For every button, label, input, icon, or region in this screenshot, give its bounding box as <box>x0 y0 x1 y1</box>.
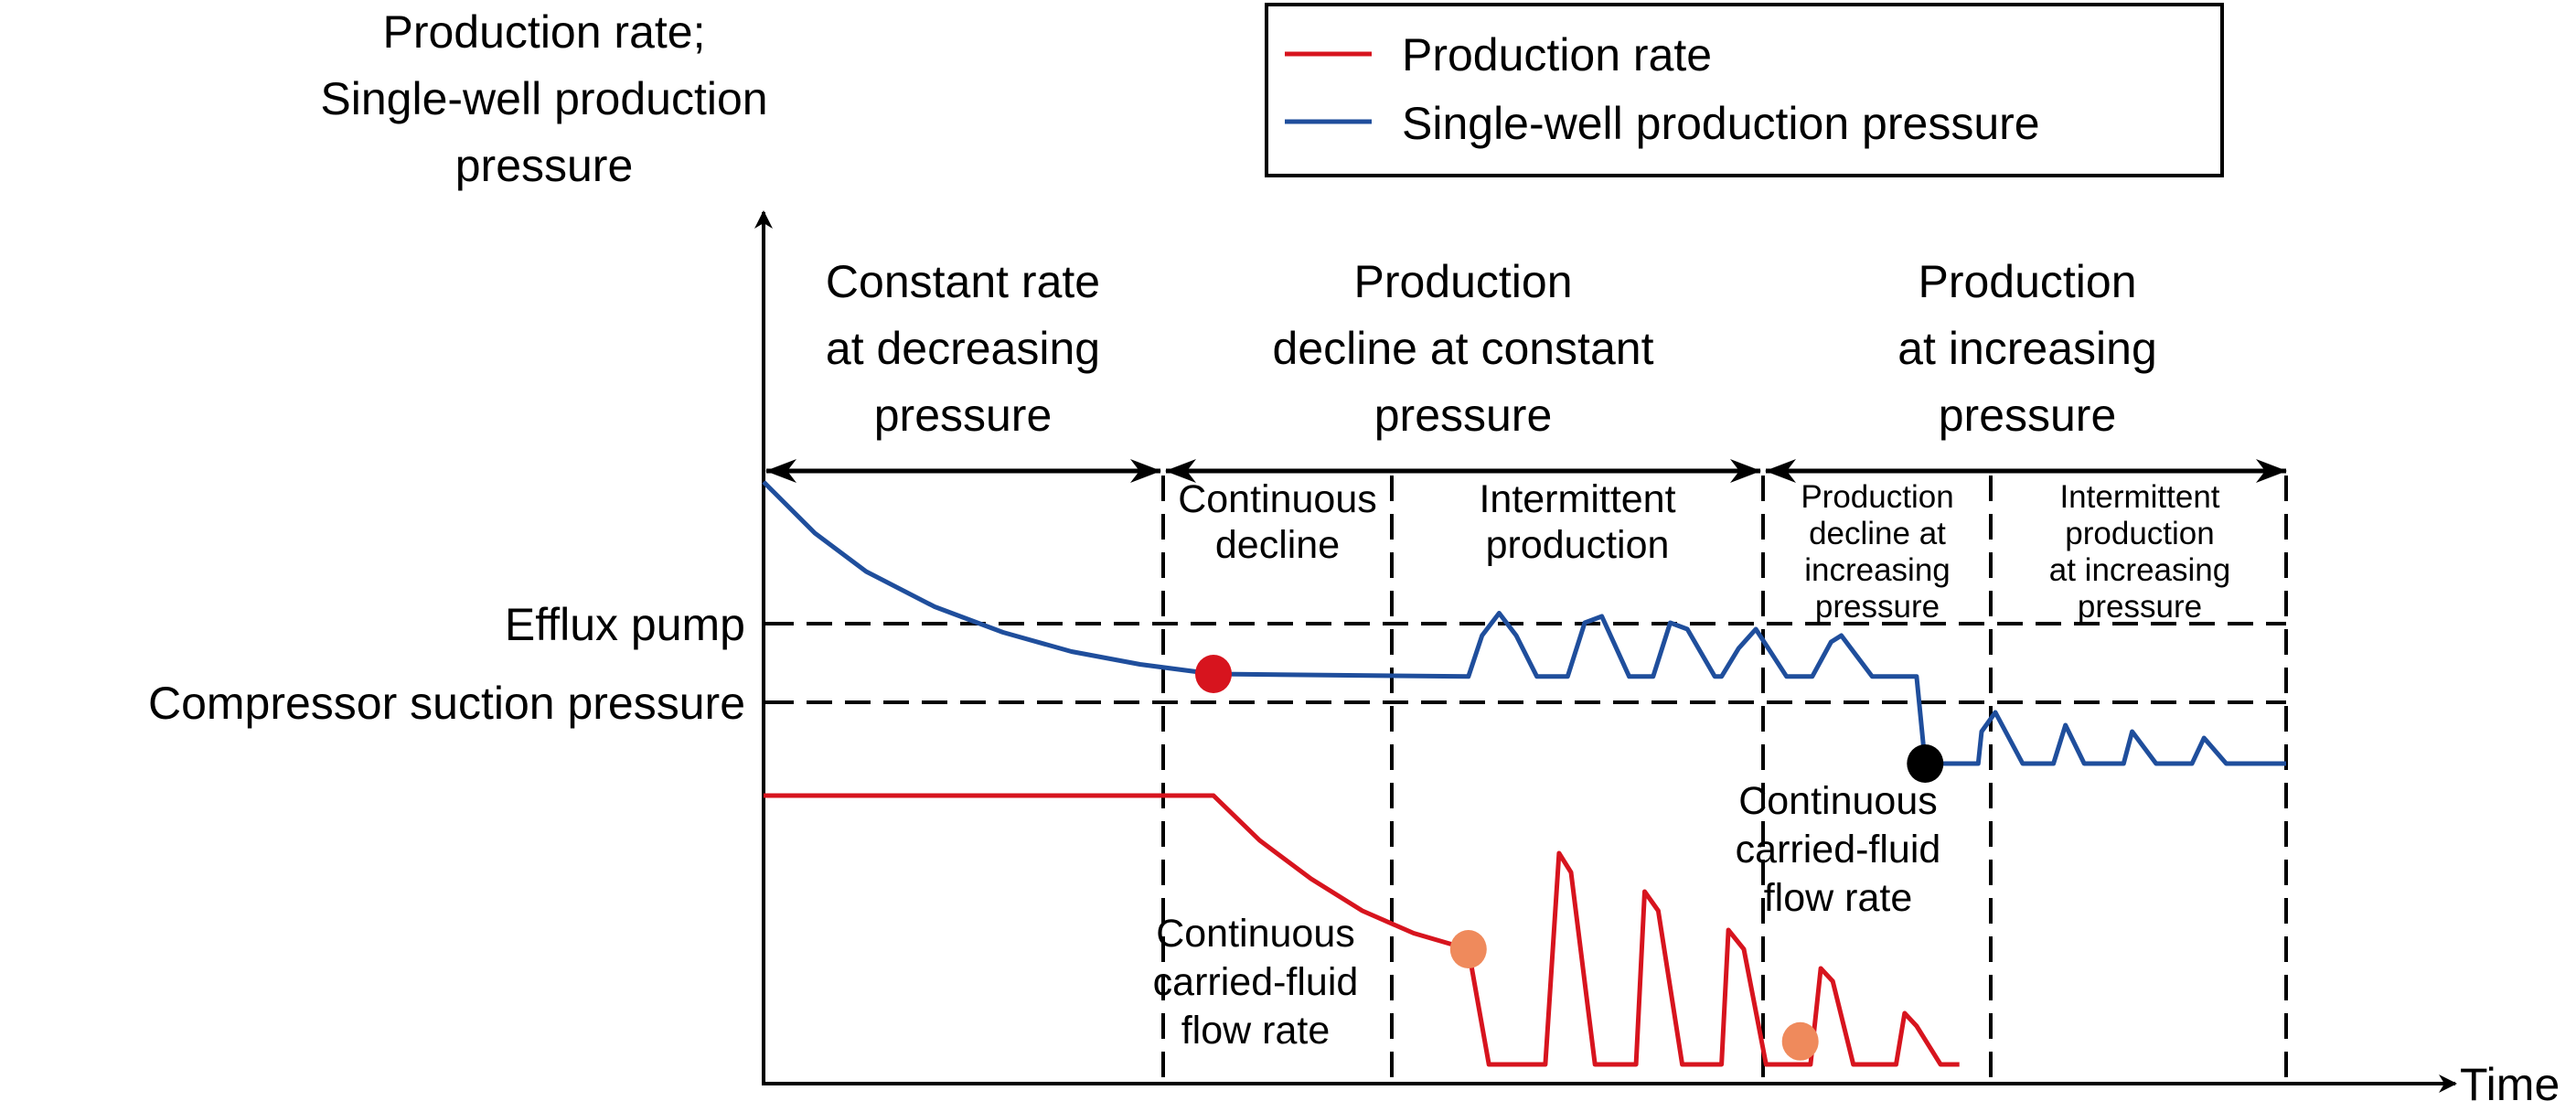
compressor-suction-reached-marker <box>1907 744 1944 783</box>
efflux-pump-label: Efflux pump <box>505 599 745 650</box>
substage-3-line-4: pressure <box>1815 589 1940 625</box>
legend-box <box>1265 3 2224 177</box>
y-axis-title-line-1: Production rate; <box>383 6 706 58</box>
compressor-suction-label: Compressor suction pressure <box>148 678 745 729</box>
y-axis-title-line-3: pressure <box>455 140 634 191</box>
stage-title-2-line-1: Production <box>1353 256 1572 307</box>
substage-label-intermittent-production: Intermittent production <box>1479 477 1675 567</box>
carried-fluid-threshold-1-marker <box>1449 930 1487 968</box>
substage-3-line-3: increasing <box>1804 552 1951 588</box>
substage-label-continuous-decline: Continuous decline <box>1178 477 1377 567</box>
carried-fluid-2-line-3: flow rate <box>1764 876 1913 920</box>
carried-fluid-label-2: Continuous carried-fluid flow rate <box>1736 779 1941 920</box>
substage-label-decline-increasing-pressure: Production decline at increasing pressur… <box>1801 479 1953 625</box>
carried-fluid-1-line-3: flow rate <box>1181 1009 1331 1053</box>
stage-title-2-line-3: pressure <box>1374 390 1553 441</box>
substage-2-line-2: production <box>1486 523 1670 567</box>
carried-fluid-label-1: Continuous carried-fluid flow rate <box>1153 912 1359 1053</box>
series-layer <box>762 480 2286 1067</box>
carried-fluid-1-line-2: carried-fluid <box>1153 960 1359 1004</box>
stage-title-3-line-2: at increasing <box>1897 323 2157 374</box>
substage-2-line-1: Intermittent <box>1479 477 1675 521</box>
carried-fluid-2-line-1: Continuous <box>1738 779 1938 823</box>
stage-title-1-line-1: Constant rate <box>826 256 1100 307</box>
carried-fluid-2-line-2: carried-fluid <box>1736 828 1941 871</box>
substage-3-line-2: decline at <box>1809 516 1946 551</box>
stage-title-1-line-3: pressure <box>874 390 1053 441</box>
x-axis-label: Time <box>2460 1059 2560 1101</box>
stage-title-3-line-1: Production <box>1918 256 2136 307</box>
efflux-pump-reached-marker <box>1195 655 1232 693</box>
stage-title-1: Constant rate at decreasing pressure <box>826 256 1100 441</box>
substage-4-line-1: Intermittent <box>2059 479 2219 515</box>
stage-title-2-line-2: decline at constant <box>1273 323 1654 374</box>
stage-title-1-line-2: at decreasing <box>826 323 1100 374</box>
substage-1-line-2: decline <box>1215 523 1340 567</box>
legend-label-production-rate: Production rate <box>1402 29 1712 80</box>
marker-layer <box>1195 655 1944 1061</box>
substage-3-line-1: Production <box>1801 479 1953 515</box>
y-axis-title-line-2: Single-well production <box>320 73 767 124</box>
stage-title-3: Production at increasing pressure <box>1897 256 2157 441</box>
carried-fluid-1-line-1: Continuous <box>1156 912 1355 956</box>
production-rate-series-line <box>764 793 1960 1067</box>
substage-4-line-2: production <box>2065 516 2214 551</box>
substage-1-line-1: Continuous <box>1178 477 1377 521</box>
substage-4-line-4: pressure <box>2078 589 2202 625</box>
legend-label-pressure: Single-well production pressure <box>1402 98 2040 149</box>
substage-label-intermittent-increasing-pressure: Intermittent production at increasing pr… <box>2049 479 2230 625</box>
stage-title-3-line-3: pressure <box>1939 390 2117 441</box>
substage-4-line-3: at increasing <box>2049 552 2230 588</box>
carried-fluid-threshold-2-marker <box>1781 1021 1819 1061</box>
legend: Production rate Single-well production p… <box>1265 3 2224 177</box>
stage-title-2: Production decline at constant pressure <box>1273 256 1654 441</box>
pressure-series-line <box>762 480 2286 766</box>
